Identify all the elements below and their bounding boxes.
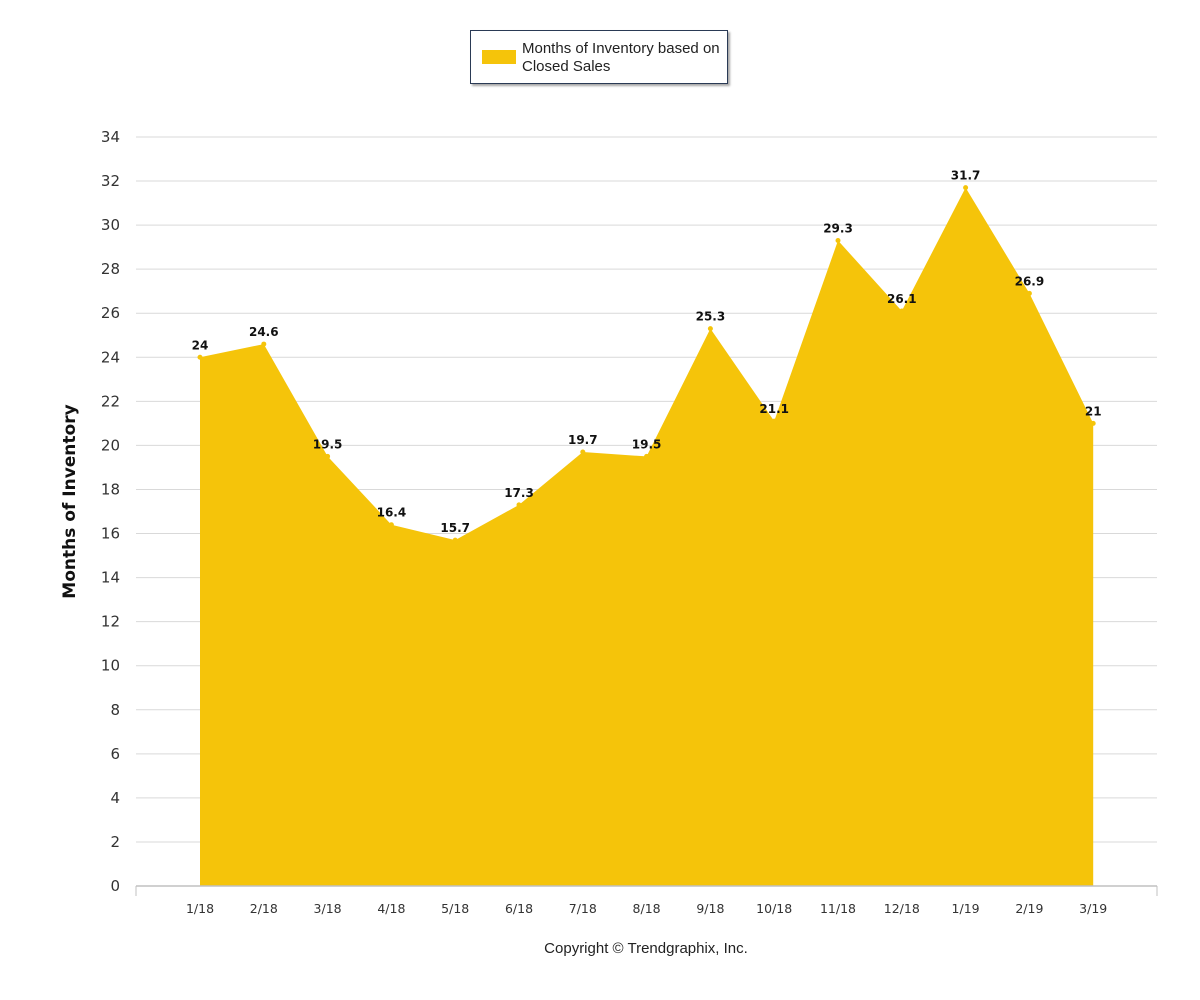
- y-tick-label: 14: [101, 569, 120, 587]
- x-tick-label: 2/18: [250, 901, 278, 916]
- data-label: 17.3: [504, 486, 534, 500]
- data-label: 16.4: [377, 506, 407, 520]
- y-axis-label: Months of Inventory: [60, 404, 80, 598]
- area-series: [200, 187, 1094, 886]
- x-tick-label: 7/18: [569, 901, 597, 916]
- x-tick-label: 1/19: [952, 901, 980, 916]
- y-tick-label: 32: [101, 172, 120, 190]
- y-tick-label: 22: [101, 392, 120, 410]
- legend-label: Months of Inventory based on Closed Sale…: [522, 40, 720, 75]
- data-label: 15.7: [440, 521, 470, 535]
- data-point: [261, 341, 267, 347]
- x-tick-label: 6/18: [505, 901, 533, 916]
- data-point: [835, 238, 841, 244]
- x-tick-label: 8/18: [633, 901, 661, 916]
- x-tick-label: 3/18: [314, 901, 342, 916]
- data-point: [197, 354, 203, 360]
- y-tick-label: 16: [101, 525, 120, 543]
- legend-swatch: [482, 50, 516, 64]
- data-point: [963, 185, 969, 191]
- data-point: [1090, 420, 1096, 426]
- data-label: 24: [192, 338, 209, 352]
- x-tick-label: 4/18: [377, 901, 405, 916]
- y-tick-label: 0: [110, 877, 120, 895]
- x-tick-label: 10/18: [756, 901, 792, 916]
- data-label: 26.9: [1015, 274, 1045, 288]
- x-tick-label: 9/18: [696, 901, 724, 916]
- data-label: 24.6: [249, 325, 279, 339]
- data-point: [899, 308, 905, 314]
- y-tick-label: 28: [101, 260, 120, 278]
- y-tick-label: 18: [101, 480, 120, 498]
- y-tick-label: 34: [101, 128, 120, 146]
- y-tick-label: 12: [101, 613, 120, 631]
- data-point: [388, 522, 394, 528]
- data-point: [325, 453, 331, 459]
- data-label: 19.5: [632, 437, 662, 451]
- x-tick-label: 5/18: [441, 901, 469, 916]
- data-label: 21.1: [759, 402, 789, 416]
- y-tick-label: 8: [110, 701, 120, 719]
- y-tick-label: 4: [110, 789, 120, 807]
- data-point: [771, 418, 777, 424]
- data-label: 29.3: [823, 222, 853, 236]
- data-point: [1026, 290, 1032, 296]
- data-point: [516, 502, 522, 508]
- data-point: [707, 326, 713, 332]
- data-label: 26.1: [887, 292, 917, 306]
- y-tick-label: 6: [110, 745, 120, 763]
- x-tick-label: 11/18: [820, 901, 856, 916]
- data-label: 19.5: [313, 437, 343, 451]
- y-tick-label: 26: [101, 304, 120, 322]
- data-label: 31.7: [951, 169, 981, 183]
- data-label: 25.3: [696, 310, 726, 324]
- x-tick-label: 2/19: [1015, 901, 1043, 916]
- y-tick-label: 30: [101, 216, 120, 234]
- x-tick-label: 3/19: [1079, 901, 1107, 916]
- data-point: [644, 453, 650, 459]
- y-tick-label: 20: [101, 436, 120, 454]
- data-point: [452, 537, 458, 543]
- y-tick-label: 24: [101, 348, 120, 366]
- data-label: 21: [1085, 404, 1102, 418]
- y-tick-label: 2: [110, 833, 120, 851]
- data-point: [580, 449, 586, 455]
- x-tick-label: 12/18: [884, 901, 920, 916]
- x-tick-label: 1/18: [186, 901, 214, 916]
- y-tick-label: 10: [101, 657, 120, 675]
- copyright-footer: Copyright © Trendgraphix, Inc.: [544, 940, 748, 957]
- data-label: 19.7: [568, 433, 598, 447]
- legend: Months of Inventory based on Closed Sale…: [470, 30, 728, 84]
